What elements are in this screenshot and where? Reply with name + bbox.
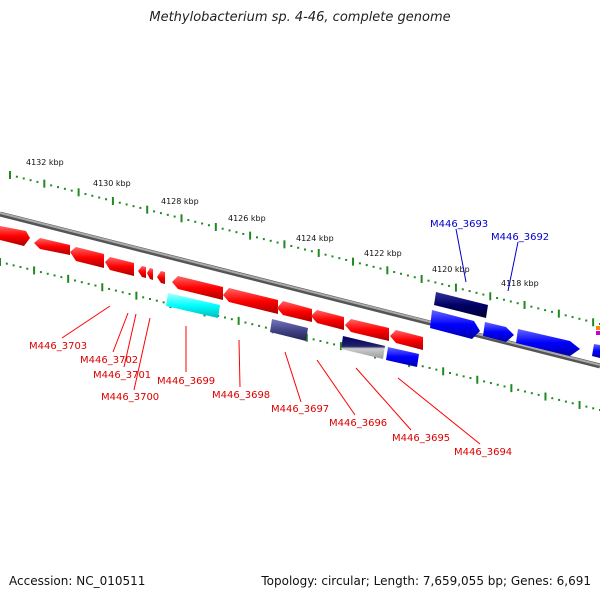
gene-labels: M446_3693 M446_3692 M446_3703 M446_3702 … <box>29 219 549 458</box>
map-title: Methylobacterium sp. 4-46, complete geno… <box>149 10 451 25</box>
gene-arrow <box>430 310 480 339</box>
genome-summary: Topology: circular; Length: 7,659,055 bp… <box>261 574 591 588</box>
gene-arrow <box>270 319 308 341</box>
gene-marker <box>596 326 600 330</box>
gene-arrow <box>70 247 104 268</box>
scale-label: 4124 kbp <box>296 234 334 243</box>
gene-label-M446-3695: M446_3695 <box>392 433 450 444</box>
gene-arrow <box>311 310 344 330</box>
gene-label-M446-3703: M446_3703 <box>29 341 87 352</box>
inner-features <box>166 293 419 367</box>
scale-label: 4132 kbp <box>26 158 64 167</box>
outer-tick-ring <box>9 171 600 327</box>
gene-arrow <box>223 288 278 314</box>
gene-label-M446-3694: M446_3694 <box>454 447 512 458</box>
gene-arrow <box>390 330 423 350</box>
gene-label-M446-3698: M446_3698 <box>212 390 270 401</box>
gene-label-M446-3693: M446_3693 <box>430 219 488 230</box>
accession-text: Accession: NC_010511 <box>9 574 146 588</box>
gene-arrow <box>166 293 220 318</box>
gene-arrow <box>592 344 600 358</box>
scale-label: 4126 kbp <box>228 214 266 223</box>
scale-label: 4118 kbp <box>501 279 539 288</box>
gene-arrow <box>341 336 385 359</box>
gene-arrow <box>386 347 419 367</box>
gene-label-M446-3702: M446_3702 <box>80 355 138 366</box>
scale-labels: 4132 kbp 4130 kbp 4128 kbp 4126 kbp 4124… <box>26 158 539 288</box>
gene-arrow <box>34 238 70 255</box>
gene-label-M446-3692: M446_3692 <box>491 232 549 243</box>
leader-lines <box>61 228 519 445</box>
gene-arrow <box>147 268 153 280</box>
scale-label: 4130 kbp <box>93 179 131 188</box>
gene-label-M446-3696: M446_3696 <box>329 418 387 429</box>
gene-label-M446-3701: M446_3701 <box>93 370 151 381</box>
gene-arrow <box>138 266 146 278</box>
gene-arrow <box>516 329 580 356</box>
gene-arrow <box>172 276 223 300</box>
gene-label-M446-3699: M446_3699 <box>157 376 215 387</box>
gene-arrow <box>277 301 312 322</box>
gene-arrow <box>157 271 165 284</box>
gene-arrow <box>345 319 389 341</box>
gene-arrow <box>483 322 514 342</box>
scale-label: 4128 kbp <box>161 197 199 206</box>
gene-marker <box>596 331 600 335</box>
forward-genes <box>430 292 600 358</box>
gene-arrow <box>0 226 30 246</box>
gene-arrow <box>105 257 134 276</box>
scale-label: 4120 kbp <box>432 265 470 274</box>
reverse-genes <box>0 226 423 350</box>
scale-label: 4122 kbp <box>364 249 402 258</box>
gene-label-M446-3697: M446_3697 <box>271 404 329 415</box>
gene-label-M446-3700: M446_3700 <box>101 392 159 403</box>
gene-arrow <box>434 292 488 318</box>
